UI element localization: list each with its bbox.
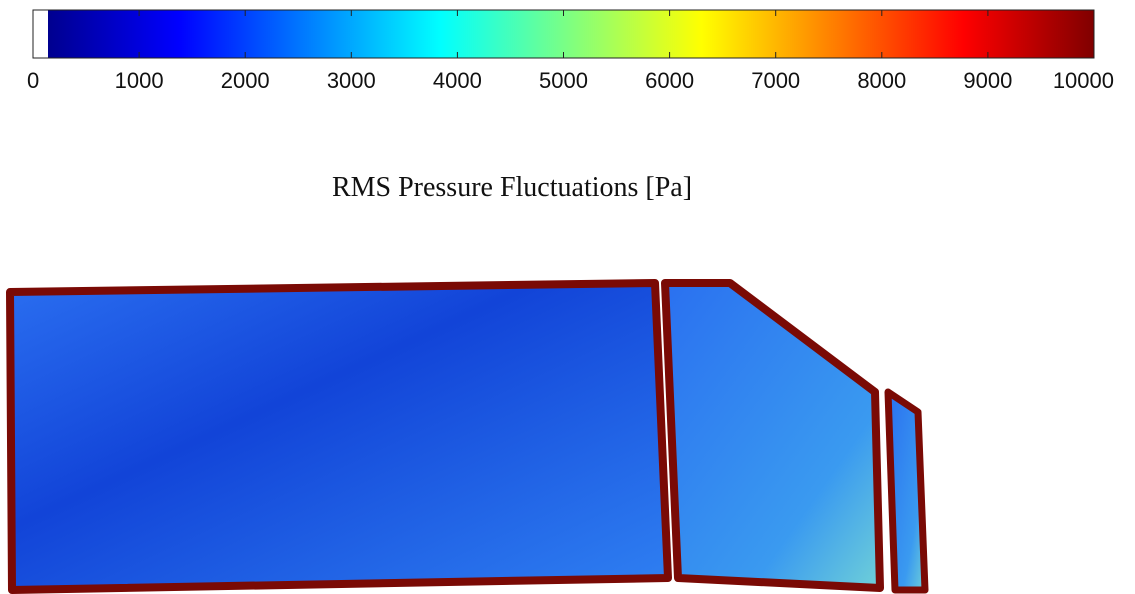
colorbar [48, 10, 1094, 58]
panel [884, 388, 929, 594]
tick-label: 0 [27, 68, 39, 93]
tick-label: 5000 [539, 68, 588, 93]
tick-label: 9000 [963, 68, 1012, 93]
tick-label: 4000 [433, 68, 482, 93]
ticks: 0 1000 2000 3000 4000 5000 6000 7000 8000 9000 100… [27, 10, 1114, 93]
tick-label: 1000 [115, 68, 164, 93]
tick-label: 8000 [857, 68, 906, 93]
panel [661, 279, 884, 592]
panel [6, 279, 672, 594]
tick-label: 7000 [751, 68, 800, 93]
tick-label: 10000 [1053, 68, 1114, 93]
pressure-map [6, 279, 929, 594]
tick-label: 2000 [221, 68, 270, 93]
tick-label: 3000 [327, 68, 376, 93]
tick-label: 6000 [645, 68, 694, 93]
title: RMS Pressure Fluctuations [Pa] [332, 172, 692, 203]
colorbar-under [33, 10, 48, 58]
